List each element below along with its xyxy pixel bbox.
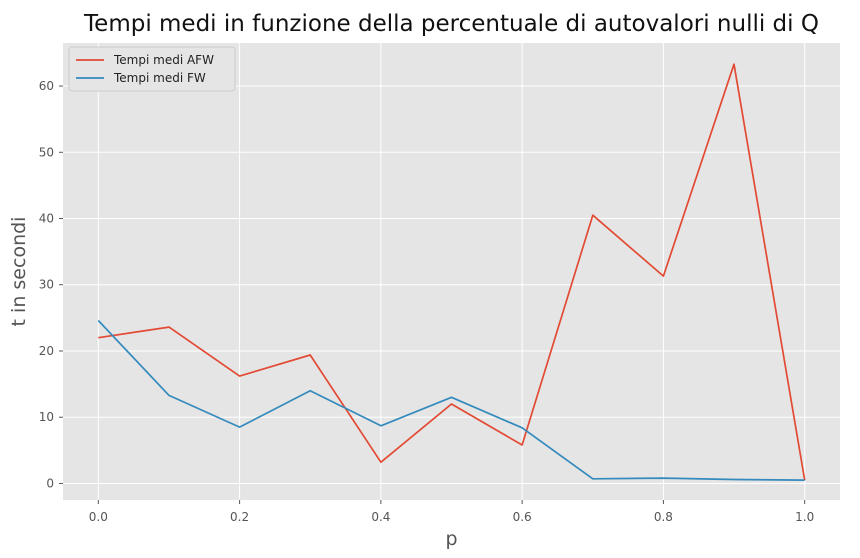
y-tick-label: 60 <box>39 79 54 93</box>
y-tick-label: 10 <box>39 410 54 424</box>
legend-label: Tempi medi FW <box>113 71 206 85</box>
x-tick-label: 0.8 <box>654 510 673 524</box>
x-tick-label: 0.4 <box>371 510 390 524</box>
series-lines <box>97 63 806 481</box>
y-tick-label: 30 <box>39 278 54 292</box>
series-line <box>98 63 806 481</box>
y-tick-label: 20 <box>39 344 54 358</box>
x-tick-label: 0.2 <box>230 510 249 524</box>
series-line <box>97 319 805 481</box>
y-ticks: 0 10 20 30 40 50 60 <box>39 79 63 490</box>
y-tick-label: 50 <box>39 145 54 159</box>
chart-title: Tempi medi in funzione della percentuale… <box>83 11 819 37</box>
x-axis-label: p <box>445 528 457 550</box>
x-tick-label: 1.0 <box>795 510 814 524</box>
x-tick-label: 0.6 <box>513 510 532 524</box>
y-tick-label: 0 <box>46 476 54 490</box>
y-tick-label: 40 <box>39 212 54 226</box>
x-ticks: 0.0 0.2 0.4 0.6 0.8 1.0 <box>89 500 814 524</box>
legend-box <box>68 46 236 92</box>
plot-area <box>63 43 840 500</box>
legend-label: Tempi medi AFW <box>113 53 214 67</box>
y-axis-label: t in secondi <box>8 217 30 327</box>
grid-lines <box>63 43 840 500</box>
x-tick-label: 0.0 <box>89 510 108 524</box>
legend: Tempi medi AFW Tempi medi FW <box>68 46 236 92</box>
